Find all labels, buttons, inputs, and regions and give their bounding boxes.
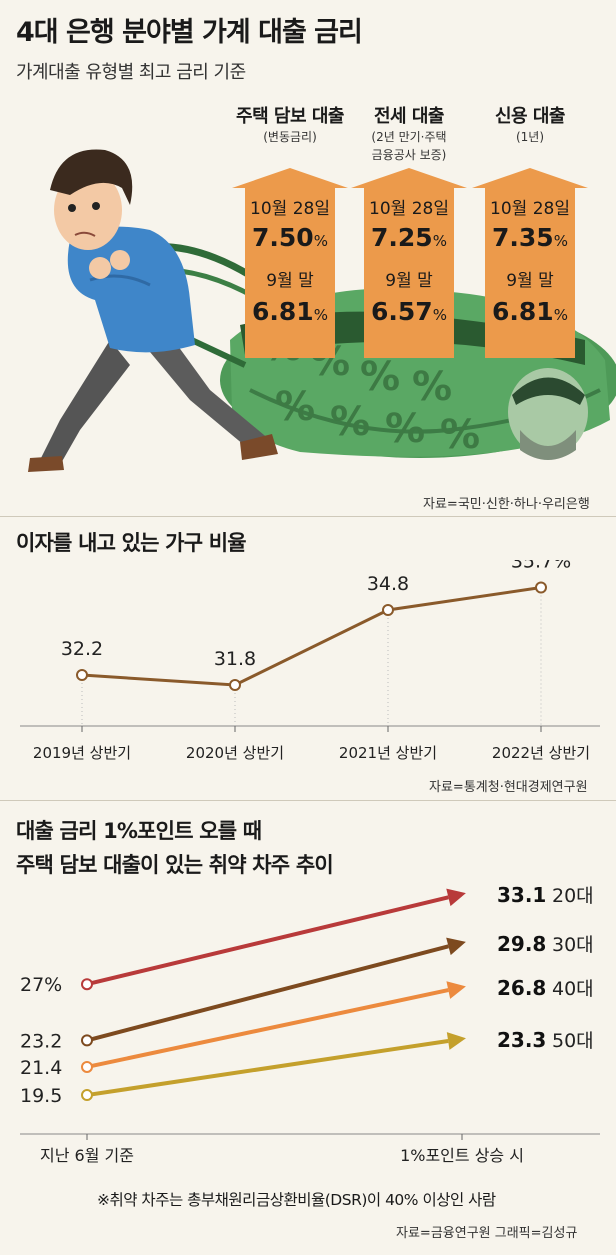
- data-point: [229, 679, 241, 691]
- data-point: [76, 669, 88, 681]
- series-arrowhead: [446, 937, 466, 956]
- current-date-label: 10월 28일: [250, 199, 330, 219]
- data-label: 35.7%: [511, 560, 571, 573]
- current-date-label: 10월 28일: [369, 199, 449, 219]
- rate-arrow: [472, 168, 588, 358]
- loan-type-label: 주택 담보 대출: [236, 106, 344, 127]
- start-value-label: 23.2: [20, 1030, 62, 1052]
- prev-date-label: 9월 말: [385, 271, 433, 291]
- start-point: [81, 1089, 93, 1102]
- series-line-40대: [86, 988, 449, 1069]
- start-point: [81, 978, 93, 991]
- chart1-title: 이자를 내고 있는 가구 비율: [16, 531, 247, 555]
- rate-arrow: [351, 168, 467, 358]
- page-subtitle: 가계대출 유형별 최고 금리 기준: [16, 62, 246, 83]
- loan-source: 자료=국민·신한·하나·우리은행: [423, 497, 590, 512]
- svg-text:%: %: [440, 412, 480, 458]
- x-tick-label: 2021년 상반기: [339, 744, 437, 762]
- start-value-label: 19.5: [20, 1085, 62, 1107]
- loan-column-heading: 주택 담보 대출 (변동금리): [215, 102, 365, 146]
- rate-arrow: [232, 168, 348, 358]
- page-title: 4대 은행 분야별 가계 대출 금리: [16, 17, 363, 48]
- series-line-30대: [86, 944, 449, 1043]
- section-divider: [0, 516, 616, 517]
- section-divider: [0, 800, 616, 801]
- loan-type-note: (변동금리): [263, 130, 317, 144]
- rate-unit: %: [314, 306, 328, 324]
- chart2-title-line2: 주택 담보 대출이 있는 취약 차주 추이: [16, 853, 334, 877]
- prev-rate-value: 6.57%: [371, 297, 447, 326]
- svg-text:%: %: [360, 354, 400, 400]
- svg-text:%: %: [330, 399, 370, 445]
- loan-type-label: 전세 대출: [373, 106, 445, 127]
- chart2-source: 자료=금융연구원 그래픽=김성규: [396, 1226, 578, 1241]
- rate-unit: %: [554, 306, 568, 324]
- chart1-source: 자료=통계청·현대경제연구원: [429, 780, 588, 795]
- series-name-label: 20대: [552, 885, 594, 907]
- svg-text:%: %: [385, 406, 425, 452]
- prev-date-label: 9월 말: [266, 271, 314, 291]
- series-name-label: 40대: [552, 978, 594, 1000]
- series-name-label: 50대: [552, 1030, 594, 1052]
- svg-text:%: %: [412, 364, 452, 410]
- series-line: [81, 586, 542, 687]
- x-tick-label: 2020년 상반기: [186, 744, 284, 762]
- end-value-label: 29.8: [497, 932, 546, 956]
- current-date-label: 10월 28일: [490, 199, 570, 219]
- loan-type-label: 신용 대출: [494, 106, 566, 127]
- prev-date-label: 9월 말: [506, 271, 554, 291]
- start-point: [81, 1060, 93, 1073]
- end-value-label: 23.3: [497, 1028, 546, 1052]
- rate-unit: %: [433, 306, 447, 324]
- loan-type-note: (2년 만기·주택: [371, 130, 447, 144]
- rate-unit: %: [433, 232, 447, 250]
- series-arrowhead: [446, 1032, 466, 1050]
- data-label: 34.8: [367, 573, 409, 595]
- household-interest-line-chart: 32.2 2019년 상반기 31.8 2020년 상반기 34.8 2021년 상반기 3…: [20, 560, 600, 762]
- start-point: [81, 1034, 93, 1047]
- loan-type-note: 금융공사 보증): [371, 148, 447, 162]
- series-name-label: 30대: [552, 934, 594, 956]
- vulnerable-borrower-line-chart: 지난 6월 기준 1%포인트 상승 시 27% 33.1 20대 23.2 29.8 30대 2…: [20, 883, 600, 1165]
- rate-unit: %: [554, 232, 568, 250]
- chart2-title-line1: 대출 금리 1%포인트 오를 때: [16, 819, 262, 843]
- start-value-label: 27%: [20, 974, 62, 996]
- x-tick-label: 2022년 상반기: [492, 744, 590, 762]
- loan-type-note: (1년): [515, 130, 545, 144]
- series-arrowhead: [446, 888, 466, 907]
- current-rate-value: 7.25%: [371, 223, 447, 252]
- data-label: 32.2: [61, 638, 103, 660]
- x-tick-label: 2019년 상반기: [33, 744, 131, 762]
- man-pulling-image: [28, 149, 278, 472]
- series-line-50대: [86, 1038, 449, 1098]
- chart2-footnote: ※취약 차주는 총부채원리금상환비율(DSR)이 40% 이상인 사람: [97, 1191, 496, 1209]
- start-value-label: 21.4: [20, 1057, 62, 1079]
- x-tick-label: 지난 6월 기준: [40, 1146, 134, 1165]
- data-point: [535, 581, 547, 594]
- rate-unit: %: [314, 232, 328, 250]
- x-tick-label: 1%포인트 상승 시: [400, 1146, 524, 1165]
- data-point: [382, 604, 394, 616]
- data-label: 31.8: [214, 648, 256, 670]
- loan-column-heading: 신용 대출 (1년): [455, 102, 605, 146]
- svg-text:%: %: [275, 384, 315, 430]
- end-value-label: 26.8: [497, 976, 546, 1000]
- series-arrowhead: [446, 981, 466, 999]
- end-value-label: 33.1: [497, 883, 546, 907]
- series-line-20대: [86, 895, 449, 987]
